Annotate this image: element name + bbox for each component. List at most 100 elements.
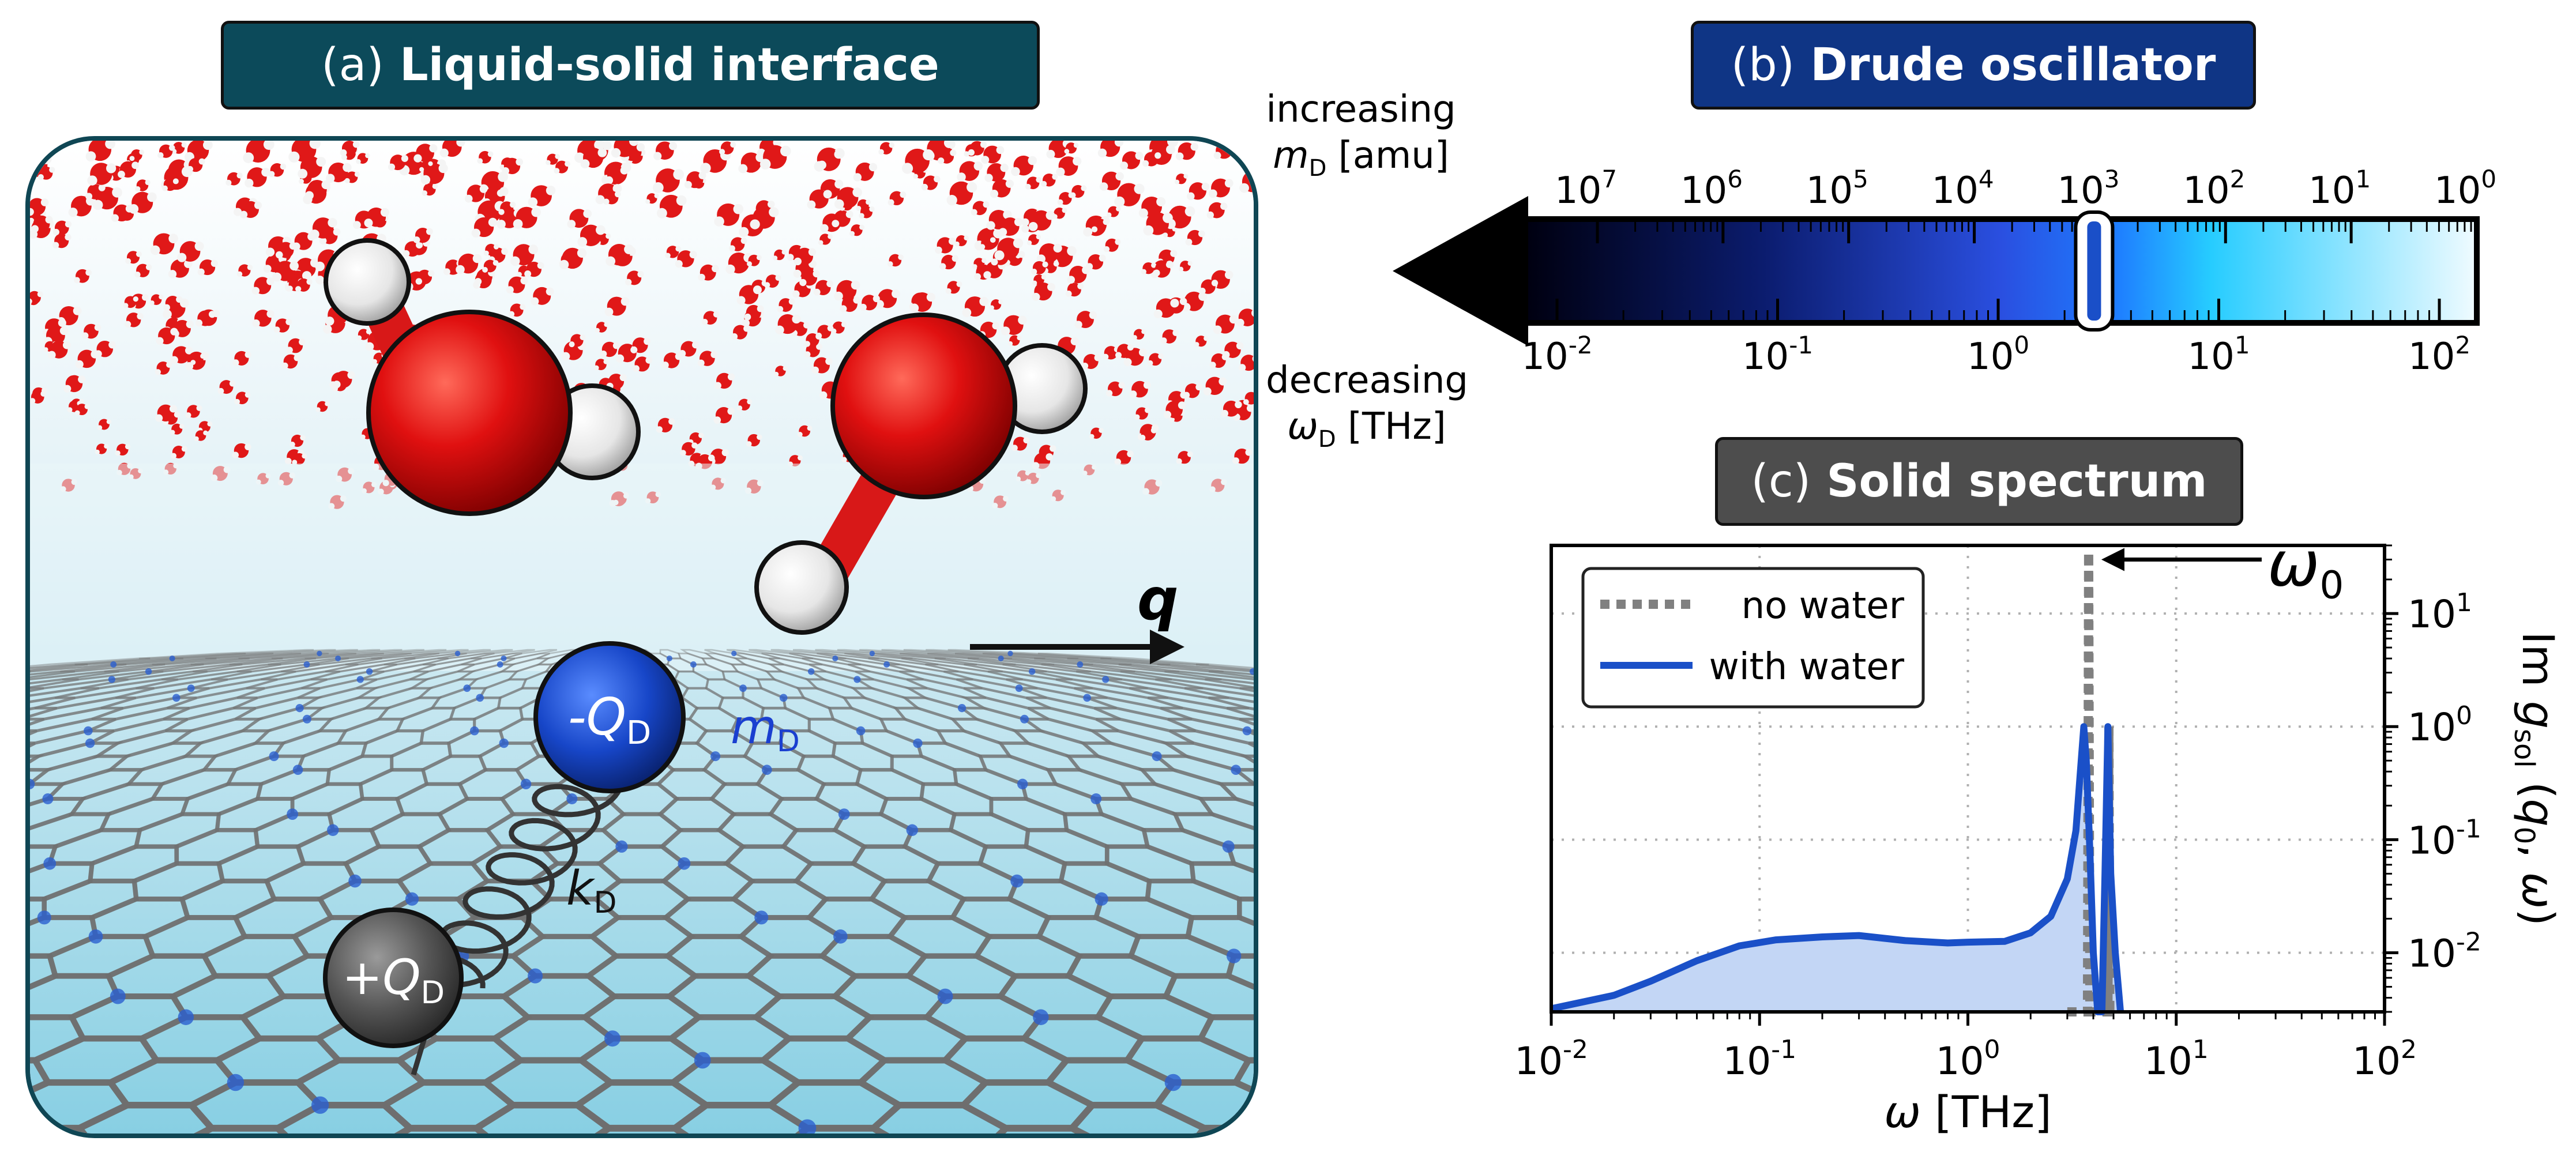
hydrogen-atom [625, 278, 632, 285]
small-water-molecule [633, 356, 653, 372]
hydrogen-atom [273, 326, 280, 333]
hydrogen-atom [464, 194, 473, 203]
hydrogen-atom [807, 426, 813, 431]
hydrogen-atom [1089, 434, 1095, 439]
small-water-molecule [725, 252, 753, 274]
hydrogen-atom [288, 151, 300, 163]
hydrogen-atom [700, 163, 711, 174]
small-water-molecule [698, 264, 719, 281]
hydrogen-atom [1070, 192, 1076, 198]
small-water-molecule [356, 153, 370, 164]
hydrogen-atom [873, 295, 880, 303]
hydrogen-atom [426, 228, 433, 235]
hydrogen-atom [1165, 145, 1175, 155]
hydrogen-atom [1222, 351, 1230, 359]
y-tick-label: 100 [2408, 701, 2472, 750]
hydrogen-atom [841, 457, 847, 463]
hydrogen-atom [1246, 404, 1254, 412]
hydrogen-atom [232, 451, 239, 458]
hydrogen-atom [612, 342, 620, 349]
hydrogen-atom [1064, 149, 1070, 154]
hydrogen-atom [943, 141, 955, 148]
hydrogen-atom [497, 189, 505, 197]
hydrogen-atom [820, 224, 829, 233]
hydrogen-atom [675, 246, 681, 252]
small-water-molecule [1213, 314, 1238, 334]
hydrogen-atom [1227, 142, 1235, 150]
hydrogen-atom [804, 351, 811, 358]
small-water-molecule [1134, 407, 1150, 420]
small-water-molecule [714, 372, 735, 389]
hydrogen-atom [493, 244, 499, 250]
hydrogen-atom [604, 322, 609, 327]
hydrogen-atom [169, 405, 178, 413]
x-tick-label-exp: 2 [2401, 1035, 2417, 1064]
hydrogen-atom [298, 179, 304, 184]
small-water-molecule [807, 189, 832, 209]
hydrogen-atom [287, 285, 293, 292]
small-water-molecule [508, 303, 526, 317]
hydrogen-atom [1145, 407, 1150, 413]
small-water-molecule [1178, 261, 1193, 272]
hydrogen-atom [47, 141, 56, 146]
hydrogen-atom [333, 228, 341, 236]
hydrogen-atom [163, 304, 170, 311]
small-water-molecule [483, 243, 499, 256]
panel-c-letter: (c) [1751, 455, 1811, 507]
hydrogen-atom [316, 157, 326, 167]
small-water-molecule [1106, 206, 1121, 218]
hydrogen-atom [747, 399, 753, 405]
hydrogen-atom [792, 290, 800, 298]
hydrogen-atom [859, 303, 867, 311]
small-water-molecule [968, 141, 987, 156]
small-water-molecule [1025, 176, 1042, 190]
small-water-molecule [464, 184, 488, 203]
hydrogen-atom [289, 442, 295, 447]
small-water-molecule [859, 206, 875, 219]
hydrogen-atom [135, 186, 141, 192]
hydrogen-atom [356, 159, 361, 164]
hydrogen-atom [159, 294, 164, 300]
hydrogen-atom [1065, 291, 1072, 297]
small-water-molecule [1163, 401, 1186, 419]
small-water-molecule [1120, 151, 1144, 170]
hydrogen-atom [620, 166, 629, 175]
hydrogen-atom [892, 289, 900, 298]
hydrogen-atom [1114, 196, 1125, 207]
small-water-molecule [1011, 155, 1037, 176]
hydrogen-atom [811, 366, 819, 374]
hydrogen-atom [479, 185, 488, 193]
hydrogen-atom [75, 360, 84, 368]
hydrogen-atom [772, 255, 778, 261]
small-water-molecule [1222, 341, 1244, 359]
small-water-molecule [1199, 279, 1219, 295]
small-water-molecule [1105, 381, 1125, 397]
hydrogen-atom [280, 163, 287, 170]
small-water-molecule [600, 341, 620, 357]
hydrogen-atom [731, 333, 738, 340]
small-water-molecule [737, 398, 753, 411]
hydrogen-atom [1018, 315, 1027, 325]
small-water-molecule [268, 163, 287, 178]
small-water-molecule [653, 141, 678, 160]
small-water-molecule [232, 351, 251, 366]
small-water-molecule [830, 321, 847, 334]
hydrogen-atom [992, 322, 1000, 330]
hydrogen-atom [163, 310, 172, 319]
hydrogen-atom [1138, 208, 1148, 218]
hydrogen-atom [1032, 292, 1040, 301]
hydrogen-atom [74, 277, 80, 284]
hydrogen-atom [980, 141, 987, 148]
hydrogen-atom [1245, 449, 1253, 456]
hydrogen-atom [124, 321, 131, 328]
hydrogen-atom [58, 318, 66, 327]
hydrogen-atom [325, 317, 334, 326]
hydrogen-atom [65, 221, 72, 228]
hydrogen-atom [1067, 246, 1077, 256]
hydrogen-atom [807, 200, 816, 209]
hydrogen-atom [1160, 337, 1167, 344]
hydrogen-atom [832, 220, 840, 228]
hydrogen-atom [263, 265, 272, 273]
hydrogen-atom [508, 311, 515, 317]
hydrogen-atom [52, 228, 59, 236]
